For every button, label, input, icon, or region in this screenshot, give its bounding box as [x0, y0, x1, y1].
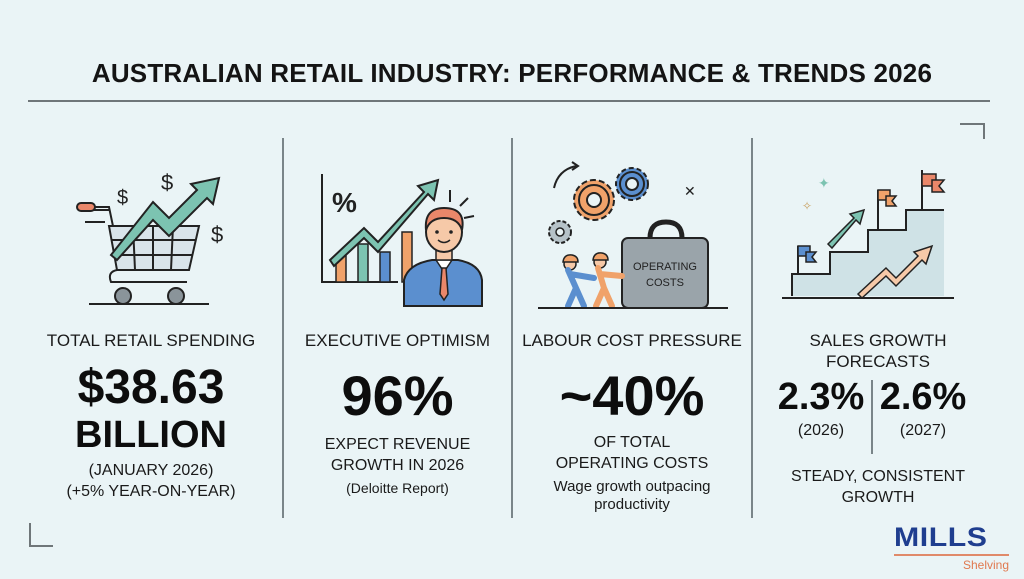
forecast-year: (2026)	[797, 422, 845, 439]
stairs-flags-growth-icon: ✦ ✧	[782, 170, 954, 300]
forecast-pair: 2.3% (2026) 2.6% (2027)	[753, 378, 1003, 458]
column-divider	[511, 138, 513, 518]
svg-text:COSTS: COSTS	[646, 277, 684, 289]
svg-text:✦: ✦	[818, 176, 830, 192]
svg-text:$: $	[161, 170, 173, 195]
logo-underline	[894, 554, 1009, 556]
title-underline	[28, 100, 990, 102]
corner-bracket-top-right	[960, 123, 985, 139]
forecast-year: (2027)	[899, 422, 947, 439]
stat-label: FORECASTS	[826, 352, 930, 371]
stat-value: $38.63	[77, 361, 225, 414]
svg-text:%: %	[332, 187, 357, 218]
stat-card-retail-spending: $ $ $ TOTAL RETAIL SPENDING $38.63 BILLI…	[20, 140, 282, 520]
stat-note: Wage growth outpacing	[553, 478, 711, 495]
mills-shelving-logo: MILLS Shelving	[894, 524, 1009, 572]
stat-detail: OPERATING COSTS	[555, 455, 709, 472]
svg-text:$: $	[117, 187, 128, 209]
stat-value-unit: BILLION	[75, 414, 227, 456]
stat-detail: GROWTH IN 2026	[330, 457, 465, 474]
forecast-value: 2.6%	[879, 376, 967, 418]
workers-pushing-costs-icon: ✕ OPERATING COSTS	[538, 161, 728, 309]
page-title: AUSTRALIAN RETAIL INDUSTRY: PERFORMANCE …	[91, 58, 933, 88]
stat-label: EXECUTIVE OPTIMISM	[304, 331, 491, 350]
svg-text:✧: ✧	[802, 199, 812, 213]
stat-value: 96%	[341, 364, 454, 427]
shopping-cart-growth-icon: $ $ $	[76, 170, 223, 305]
forecast-divider	[871, 380, 873, 454]
stat-label: LABOUR COST PRESSURE	[522, 331, 742, 350]
column-divider	[282, 138, 284, 518]
stat-note: productivity	[594, 496, 670, 513]
forecast-2026: 2.3% (2026)	[771, 378, 871, 440]
logo-subtitle: Shelving	[962, 558, 1009, 572]
stat-detail: OF TOTAL	[593, 434, 671, 451]
gear-icon	[548, 220, 572, 244]
stat-label: TOTAL RETAIL SPENDING	[46, 331, 256, 350]
svg-text:$: $	[211, 222, 223, 247]
gear-icon	[573, 179, 615, 221]
logo-wordmark: MILLS	[894, 522, 988, 552]
stat-detail: EXPECT REVENUE	[324, 436, 471, 453]
forecast-summary: STEADY, CONSISTENT	[791, 468, 965, 485]
stat-change: (+5% YEAR-ON-YEAR)	[66, 483, 236, 500]
svg-text:✕: ✕	[684, 183, 696, 199]
stat-value: ~40%	[559, 364, 705, 427]
stat-label: SALES GROWTH	[809, 331, 947, 350]
svg-text:OPERATING: OPERATING	[633, 261, 697, 273]
stat-source: (Deloitte Report)	[346, 480, 449, 496]
stat-card-executive-optimism: % EXECUTIVE OPTIMISM 96% EXPECT REVENUE …	[284, 140, 511, 520]
stat-card-labour-cost: ✕ OPERATING COSTS LABOUR COST PRESSURE ~…	[513, 140, 751, 520]
stat-card-sales-forecast: ✦ ✧ SALES GROWTH FORECASTS 2.3% (2026) 2…	[753, 140, 1003, 520]
corner-bracket-bottom-left	[29, 523, 53, 547]
forecast-value: 2.3%	[777, 376, 865, 418]
column-divider	[751, 138, 753, 518]
forecast-summary: GROWTH	[841, 489, 915, 506]
gear-icon	[615, 167, 649, 201]
stat-date: (JANUARY 2026)	[88, 462, 214, 479]
executive-chart-icon: %	[320, 174, 483, 307]
forecast-2027: 2.6% (2027)	[873, 378, 973, 440]
